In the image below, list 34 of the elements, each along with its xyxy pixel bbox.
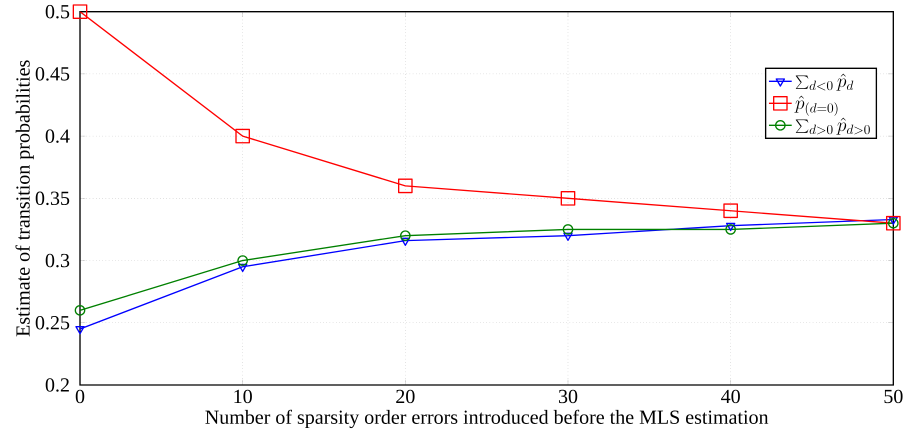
point <box>725 224 736 235</box>
point <box>888 216 898 225</box>
point <box>72 4 88 19</box>
point <box>400 230 411 241</box>
y-tick-label: 0.45 <box>36 67 70 81</box>
y-tick-label: 0.2 <box>46 378 69 392</box>
point <box>560 190 576 206</box>
legend-label: $\sum_{d>0}\hat{p}_{d>0}$ <box>796 118 870 135</box>
y-tick-label: 0.35 <box>36 192 70 206</box>
x-tick-label: 50 <box>884 390 903 404</box>
point <box>723 203 738 218</box>
point <box>74 304 86 316</box>
legend-label: $\sum_{d<0}\hat{p}_d$ <box>796 74 854 91</box>
x-tick-label: 0 <box>76 390 84 404</box>
y-tick-label: 0.5 <box>46 4 70 18</box>
y-tick-label: 0.4 <box>46 129 70 143</box>
y-tick-label: 0.25 <box>36 316 70 330</box>
y-tick-label: 0.3 <box>46 254 70 268</box>
x-axis-title: Number of sparsity order errors introduced before the MLS estimation <box>205 410 768 428</box>
x-tick-label: 10 <box>234 390 252 404</box>
point <box>400 238 410 246</box>
x-tick-label: 40 <box>721 390 740 404</box>
x-tick-label: 20 <box>396 390 415 404</box>
point <box>237 255 248 266</box>
legend-label: $\hat{p}_{(d=0)}$ <box>794 96 838 116</box>
point <box>398 178 413 194</box>
point <box>562 224 574 235</box>
y-axis-title: Estimate of transition probabilities <box>15 60 34 336</box>
point <box>563 232 573 241</box>
point <box>726 222 736 232</box>
point <box>238 264 248 272</box>
x-tick-label: 30 <box>558 390 578 404</box>
point <box>75 326 85 334</box>
point <box>235 128 250 144</box>
